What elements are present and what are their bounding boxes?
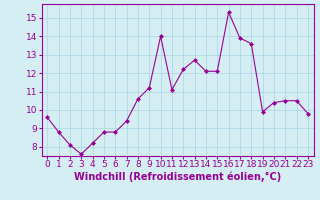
X-axis label: Windchill (Refroidissement éolien,°C): Windchill (Refroidissement éolien,°C) bbox=[74, 172, 281, 182]
